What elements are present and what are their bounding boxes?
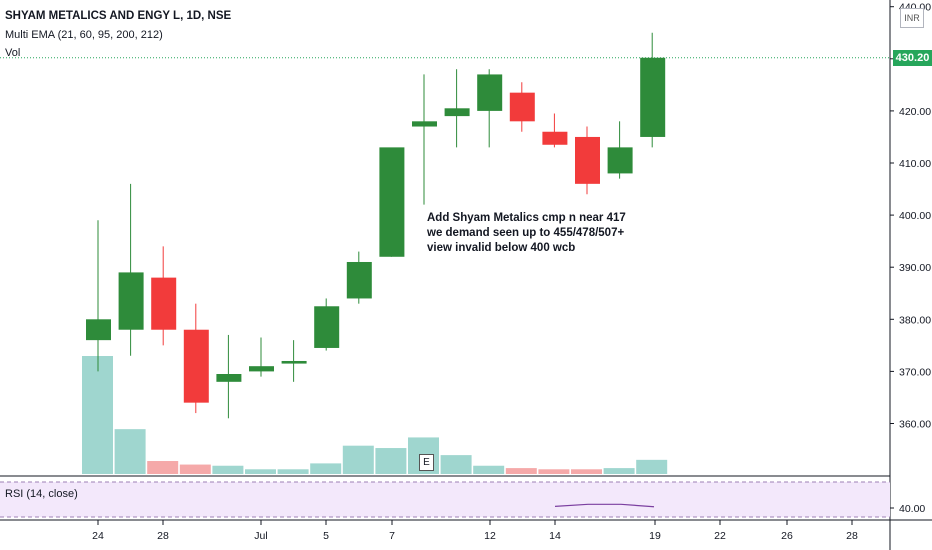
volume-bar <box>473 465 505 474</box>
rsi-layer: 40.00 <box>0 481 925 518</box>
volume-bar <box>277 469 309 474</box>
x-tick-label: Jul <box>254 530 267 542</box>
candle-body <box>118 272 144 330</box>
x-tick-label: 26 <box>781 530 793 542</box>
rsi-tick-label: 40.00 <box>899 503 925 515</box>
chart-title: SHYAM METALICS AND ENGY L, 1D, NSE <box>5 10 232 22</box>
indicator-label[interactable]: Multi EMA (21, 60, 95, 200, 212) <box>5 29 163 41</box>
x-tick-label: 28 <box>846 530 858 542</box>
y-tick-label: 420.00 <box>899 106 931 118</box>
annotation-note[interactable]: Add Shyam Metalics cmp n near 417 we dem… <box>427 211 626 256</box>
x-tick-label: 7 <box>389 530 395 542</box>
x-tick-label: 19 <box>649 530 661 542</box>
volume-bar <box>571 469 602 474</box>
y-tick-label: 410.00 <box>899 158 931 170</box>
volume-bar <box>179 464 211 474</box>
last-price-tag: 430.20 <box>893 50 932 66</box>
volume-bar <box>342 445 374 474</box>
earnings-badge[interactable]: E <box>419 454 434 471</box>
volume-bar <box>212 465 244 474</box>
candle-body <box>509 92 535 122</box>
rsi-band <box>0 482 890 517</box>
candle-body <box>575 136 600 184</box>
volume-bar <box>147 461 179 474</box>
candle-body <box>640 57 666 137</box>
annotation-line: Add Shyam Metalics cmp n near 417 <box>427 212 626 224</box>
volume-bar <box>538 469 570 474</box>
volume-bar <box>310 463 342 474</box>
x-tick-label: 14 <box>549 530 561 542</box>
volume-layer <box>82 356 668 474</box>
candle-body <box>477 74 503 111</box>
x-tick-label: 22 <box>714 530 726 542</box>
candle-body <box>607 147 633 174</box>
volume-label[interactable]: Vol <box>5 47 21 59</box>
candle-body <box>379 147 405 257</box>
candle-body <box>542 131 568 145</box>
x-tick-label: 5 <box>323 530 329 542</box>
y-tick-label: 380.00 <box>899 314 931 326</box>
volume-bar <box>114 429 146 474</box>
volume-bar <box>82 356 113 474</box>
volume-bar <box>505 468 537 474</box>
candle-body <box>444 108 470 117</box>
rsi-label[interactable]: RSI (14, close) <box>5 488 78 500</box>
candle-body <box>346 261 372 299</box>
y-tick-label: 400.00 <box>899 210 931 222</box>
candle-body <box>281 360 307 364</box>
y-tick-label: 390.00 <box>899 262 931 274</box>
volume-bar <box>245 469 276 474</box>
y-tick-label: 370.00 <box>899 366 931 378</box>
y-tick-label: 360.00 <box>899 419 931 431</box>
candle-body <box>151 277 177 330</box>
volume-bar <box>440 455 472 474</box>
candle-body <box>216 374 242 382</box>
candle-layer <box>86 32 666 419</box>
x-tick-label: 24 <box>92 530 104 542</box>
candle-body <box>183 329 209 403</box>
candle-body <box>314 306 340 348</box>
candle-body <box>249 366 274 372</box>
volume-bar <box>603 468 635 474</box>
annotation-line: view invalid below 400 wcb <box>427 242 576 254</box>
volume-bar <box>375 448 407 474</box>
x-tick-label: 28 <box>157 530 169 542</box>
candle-body <box>86 319 111 341</box>
currency-badge[interactable]: INR <box>900 8 924 28</box>
rsi-line <box>554 503 655 508</box>
volume-bar <box>636 459 668 474</box>
candle-body <box>412 121 437 127</box>
annotation-line: we demand seen up to 455/478/507+ <box>427 227 625 239</box>
x-tick-label: 12 <box>484 530 496 542</box>
